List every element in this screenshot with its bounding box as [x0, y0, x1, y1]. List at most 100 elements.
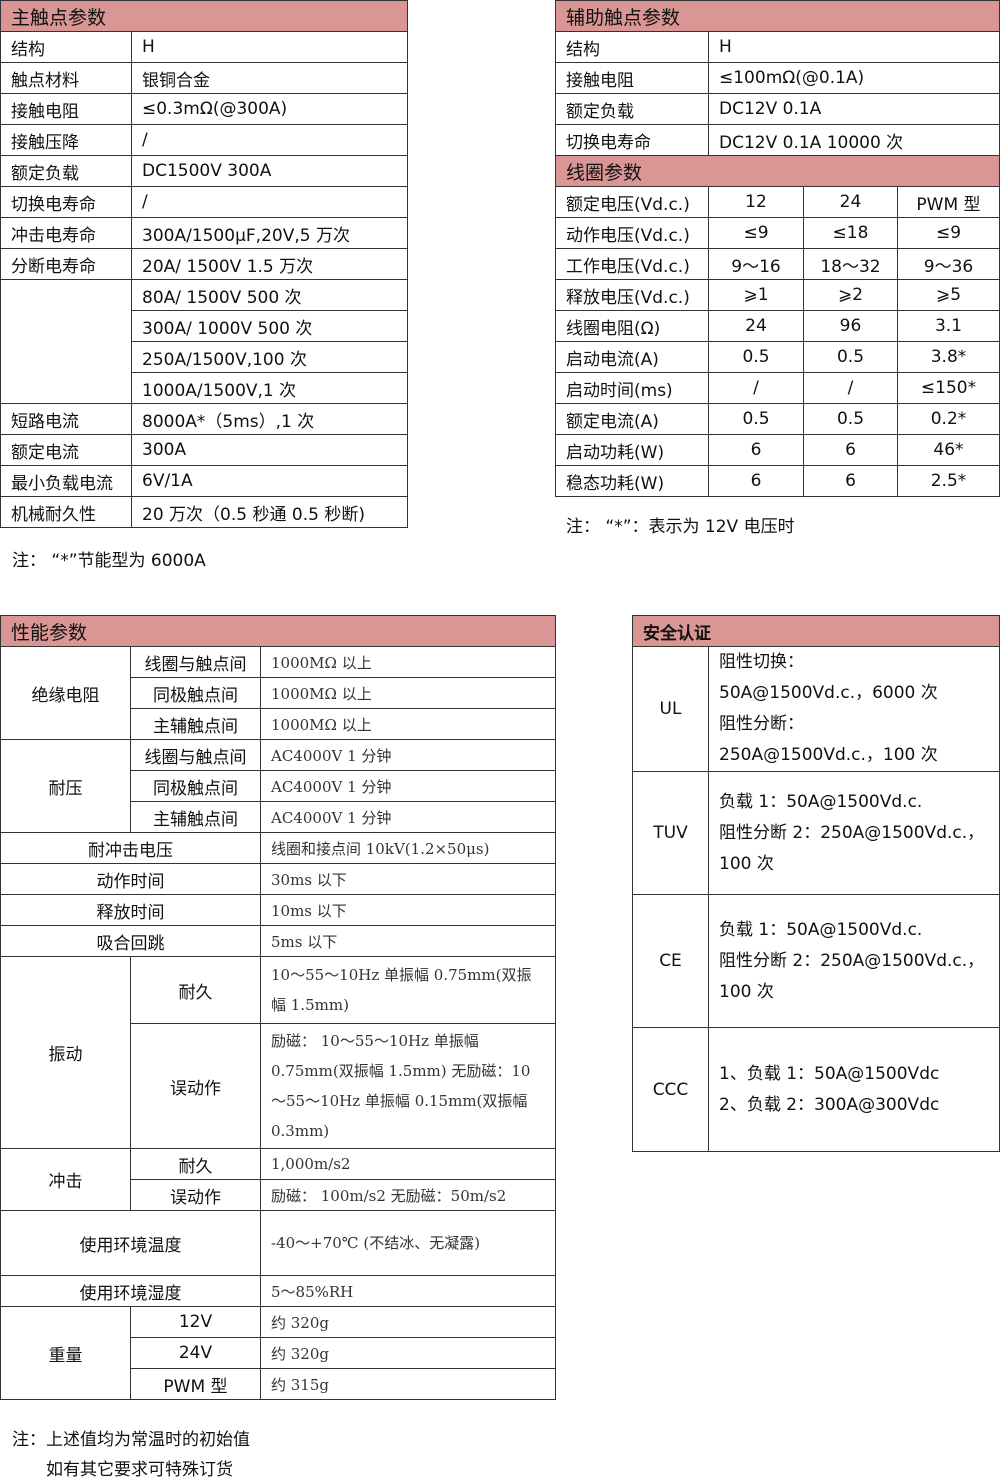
- cell: 结构: [555, 31, 709, 63]
- cell: 绝缘电阻: [0, 646, 131, 740]
- cell: 30ms 以下: [260, 863, 556, 895]
- cell: 励磁： 10～55～10Hz 单振幅 0.75mm(双振幅 1.5mm) 无励磁…: [260, 1023, 556, 1149]
- cell: 约 320g: [260, 1306, 556, 1338]
- table-row: 主辅触点间 1000MΩ 以上: [1, 708, 556, 740]
- table-row: 吸合回跳 5ms 以下: [0, 925, 556, 957]
- cell: 阻性切换： 50A@1500Vd.c.，6000 次 阻性分断： 250A@15…: [708, 646, 1000, 772]
- section-title: 安全认证: [632, 615, 1000, 647]
- cell: 1000MΩ 以上: [260, 708, 556, 740]
- cell: H: [708, 31, 1000, 63]
- cell: 额定电流(A): [555, 403, 709, 435]
- cell: -40～+70℃ (不结冰、无凝露): [260, 1210, 556, 1276]
- section-header: 性能参数: [0, 615, 556, 647]
- table-row: 额定电流 300A: [0, 434, 408, 466]
- cell: 0.5: [708, 403, 804, 435]
- cell: 额定电流: [0, 434, 132, 466]
- cell: 负载 1：50A@1500Vd.c. 阻性分断 2：250A@1500Vd.c.…: [708, 894, 1000, 1028]
- table-row: UL 阻性切换： 50A@1500Vd.c.，6000 次 阻性分断： 250A@…: [632, 646, 1000, 772]
- section-header: 主触点参数: [0, 0, 408, 32]
- cell: ≤9: [897, 217, 1000, 249]
- table-row: 使用环境温度 -40～+70℃ (不结冰、无凝露): [0, 1210, 556, 1276]
- cell: 8000A*（5ms）,1 次: [131, 403, 408, 435]
- table-row: 最小负载电流 6V/1A: [0, 465, 408, 497]
- cell: 约 320g: [260, 1337, 556, 1369]
- cell: DC1500V 300A: [131, 155, 408, 187]
- cell: 5ms 以下: [260, 925, 556, 957]
- table-row: 80A/ 1500V 500 次: [0, 279, 408, 404]
- table-row: 稳态功耗(W) 6 6 2.5*: [555, 465, 1000, 497]
- cell: ≤0.3mΩ(@300A): [131, 93, 408, 125]
- cell: 启动电流(A): [555, 341, 709, 373]
- cell: 动作电压(Vd.c.): [555, 217, 709, 249]
- cell: 12V: [130, 1306, 261, 1338]
- table-row: 额定负载 DC12V 0.1A: [555, 93, 1000, 125]
- cell: UL: [632, 646, 709, 772]
- cell: 使用环境温度: [0, 1210, 261, 1276]
- table-row: 线圈电阻(Ω) 24 96 3.1: [555, 310, 1000, 342]
- cell: 工作电压(Vd.c.): [555, 248, 709, 280]
- table-row: 机械耐久性 20 万次（0.5 秒通 0.5 秒断): [0, 496, 408, 528]
- table-row: 重量 12V 约 320g: [0, 1306, 556, 1400]
- cell: 20A/ 1500V 1.5 万次: [131, 248, 408, 280]
- cell: 24V: [130, 1337, 261, 1369]
- cell: 最小负载电流: [0, 465, 132, 497]
- cell: /: [131, 186, 408, 218]
- cell: 0.5: [803, 403, 898, 435]
- cell: 线圈与触点间: [130, 739, 261, 771]
- cell: ⩾2: [803, 279, 898, 311]
- section-header: 安全认证: [632, 615, 1000, 647]
- cell: 2.5*: [897, 465, 1000, 497]
- cell: 5～85%RH: [260, 1275, 556, 1307]
- cell: 动作时间: [0, 863, 261, 895]
- table-row: 接触电阻 ≤0.3mΩ(@300A): [0, 93, 408, 125]
- cell: 20 万次（0.5 秒通 0.5 秒断): [131, 496, 408, 528]
- table-row: 动作时间 30ms 以下: [0, 863, 556, 895]
- table-row: 绝缘电阻 线圈与触点间 1000MΩ 以上: [0, 646, 556, 740]
- section-title: 性能参数: [0, 615, 556, 647]
- table-row: 耐冲击电压 线圈和接点间 10kV(1.2×50μs): [0, 832, 556, 864]
- cell: DC12V 0.1A 10000 次: [708, 124, 1000, 156]
- cell: 46*: [897, 434, 1000, 466]
- table-row: 释放时间 10ms 以下: [0, 894, 556, 926]
- cell: 接触压降: [0, 124, 132, 156]
- cell: TUV: [632, 771, 709, 895]
- cell: 耐压: [0, 739, 131, 833]
- cell: 切换电寿命: [555, 124, 709, 156]
- table-row: CCC 1、负载 1：50A@1500Vdc 2、负载 2：300A@300Vdc: [632, 1027, 1000, 1152]
- section-title: 主触点参数: [0, 0, 408, 32]
- cell: CE: [632, 894, 709, 1028]
- cell: 3.1: [897, 310, 1000, 342]
- table-row: 短路电流 8000A*（5ms）,1 次: [0, 403, 408, 435]
- main-contact-table: 主触点参数 结构 H 触点材料 银铜合金 接触电阻 ≤0.3mΩ(@300A) 接触压降 / 额…: [0, 0, 408, 528]
- perf-note-2: 如有其它要求可特殊订货: [46, 1460, 233, 1480]
- cell: 主辅触点间: [130, 708, 261, 740]
- cell: 分断电寿命: [0, 248, 132, 280]
- cell: 0.2*: [897, 403, 1000, 435]
- table-row: 冲击电寿命 300A/1500μF,20V,5 万次: [0, 217, 408, 249]
- cell: /: [803, 372, 898, 404]
- cell: 约 315g: [260, 1368, 556, 1400]
- cell: 银铜合金: [131, 62, 408, 94]
- cell: ≤150*: [897, 372, 1000, 404]
- cell: 9～36: [897, 248, 1000, 280]
- cell: 1,000m/s2: [260, 1148, 556, 1180]
- cell: 额定负载: [555, 93, 709, 125]
- cell: 300A/1500μF,20V,5 万次: [131, 217, 408, 249]
- cell: 300A/ 1000V 500 次: [131, 310, 408, 342]
- table-row: 工作电压(Vd.c.) 9～16 18～32 9～36: [555, 248, 1000, 280]
- cell: 触点材料: [0, 62, 132, 94]
- cell: 额定电压(Vd.c.): [555, 186, 709, 218]
- table-row: 300A/ 1000V 500 次: [1, 310, 408, 342]
- table-row: 250A/1500V,100 次: [1, 341, 408, 373]
- table-row: 结构 H: [0, 31, 408, 63]
- cell: 6V/1A: [131, 465, 408, 497]
- cell: 9～16: [708, 248, 804, 280]
- table-row: 额定电流(A) 0.5 0.5 0.2*: [555, 403, 1000, 435]
- table-row: 同极触点间 1000MΩ 以上: [1, 677, 556, 709]
- cell: PWM 型: [897, 186, 1000, 218]
- coil-note: 注： “*”：表示为 12V 电压时: [566, 517, 795, 537]
- cell: 耐冲击电压: [0, 832, 261, 864]
- cell: 耐久: [130, 956, 261, 1024]
- cell: 短路电流: [0, 403, 132, 435]
- cell: 负载 1：50A@1500Vd.c. 阻性分断 2：250A@1500Vd.c.…: [708, 771, 1000, 895]
